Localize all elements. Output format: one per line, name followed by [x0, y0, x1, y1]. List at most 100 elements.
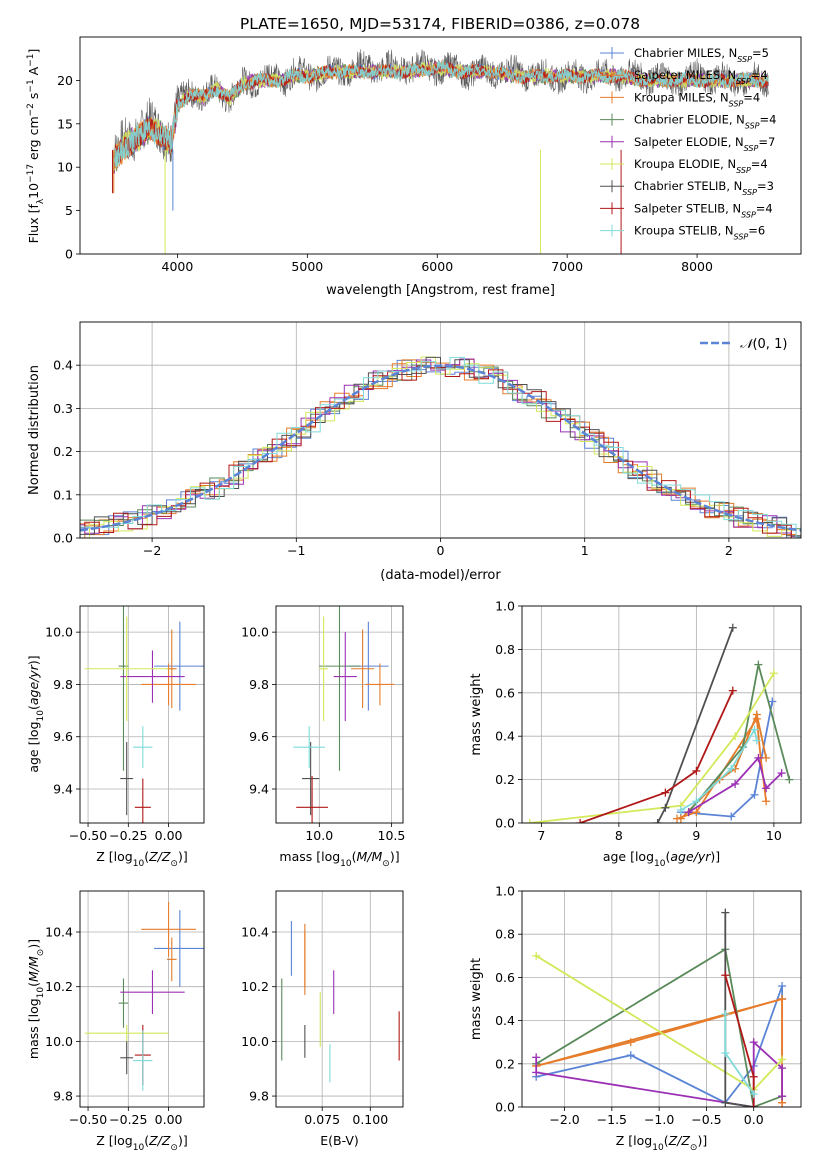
x-axis-label: mass [log10(M/M⊙)]: [279, 849, 399, 869]
y-tick-label: 0.2: [495, 1056, 515, 1071]
plot-area: [111, 49, 769, 254]
y-tick-label: 9.4: [249, 782, 269, 797]
label-part: )]: [178, 849, 188, 864]
weight-marker: [673, 814, 681, 823]
legend-label-part: (0, 1): [752, 337, 787, 352]
legend-item: Kroupa MILES, NSSP=4: [600, 90, 760, 108]
x-tick-label: 1: [581, 543, 589, 558]
label-part: )]: [26, 939, 41, 949]
legend-label: Kroupa ELODIE, NSSP=4: [634, 157, 768, 175]
weight-marker: [532, 1068, 541, 1077]
histogram-series: [80, 365, 801, 538]
mass-vs-ebv-panel: 0.075 0.100 9.8 10.0 10.2 10.4 E(B-V): [241, 890, 404, 1148]
y-tick-label: 10.0: [241, 625, 269, 640]
axes-frame: [79, 36, 802, 255]
label-part: ⊙: [170, 1143, 178, 1153]
y-tick-label: 1.0: [495, 884, 515, 899]
x-axis-label: Z [log10(Z/Z⊙)]: [96, 849, 187, 869]
weight-marker: [749, 1072, 758, 1081]
weight-marker: [778, 1055, 787, 1064]
label-part: 10: [26, 183, 41, 199]
legend-label-main: Chabrier ELODIE, N: [634, 113, 745, 127]
x-tick-label: −2.0: [549, 1112, 579, 1127]
x-tick-label: 10.0: [305, 828, 333, 843]
mass-vs-z-panel: −0.50 −0.25 0.009.810.010.210.4Z [log10(Z/…: [26, 890, 205, 1153]
y-tick-label: 9.6: [249, 729, 269, 744]
errorbar-point: [120, 650, 185, 703]
histogram-series: [80, 356, 801, 538]
age-vs-z-panel: −0.50 −0.25 0.009.49.69.810.0Z [log10(Z/Z⊙…: [26, 605, 205, 869]
errorbar-point: [120, 1041, 134, 1075]
y-tick-label: 0.6: [495, 970, 515, 985]
label-part: age [log: [603, 849, 654, 864]
x-tick-label: 0.075: [304, 1112, 340, 1127]
y-tick-label: 0.0: [53, 531, 73, 546]
label-part: )]: [178, 1133, 188, 1148]
x-tick-label: −1: [287, 543, 305, 558]
weight-marker: [778, 1064, 787, 1073]
x-tick-label: 6000: [421, 259, 453, 274]
plot-area: [525, 623, 794, 823]
errorbar-point: [296, 775, 328, 823]
legend-label-sub: SSP: [744, 143, 759, 152]
legend-label-main: Salpeter STELIB, N: [634, 201, 741, 215]
legend-item: Chabrier MILES, NSSP=5: [600, 46, 769, 64]
legend-label-tail: =5: [752, 46, 769, 60]
legend-item: Kroupa ELODIE, NSSP=4: [600, 157, 768, 175]
legend-item: Chabrier STELIB, NSSP=3: [600, 179, 774, 197]
x-axis-label: Z [log10(Z/Z⊙)]: [96, 1133, 187, 1153]
weight-marker: [661, 803, 670, 812]
weight-marker: [762, 784, 771, 793]
legend-label: Kroupa MILES, NSSP=4: [634, 90, 760, 108]
label-part: 10: [340, 859, 352, 869]
y-tick-label: 9.8: [53, 677, 73, 692]
y-tick-label: 5: [65, 203, 73, 218]
errorbar-point: [133, 1030, 153, 1091]
legend-label-sub: SSP: [745, 121, 760, 130]
weight-marker: [768, 697, 777, 706]
weight-marker: [576, 819, 585, 823]
age-vs-mass-panel: 10.0 10.5 9.4 9.6 9.8 10.0 mass [log10(M/M⊙)]: [241, 605, 405, 869]
label-part: 10: [652, 1143, 664, 1153]
weight-marker: [731, 779, 740, 788]
errorbar-point: [133, 726, 153, 769]
axes-frame: [521, 890, 802, 1108]
label-part: ]: [26, 49, 41, 54]
x-axis-label: age [log10(age/yr)]: [603, 849, 720, 869]
axes-frame: [275, 605, 404, 824]
legend-label-main: Kroupa MILES, N: [634, 90, 729, 104]
legend: 𝒩(0, 1): [700, 337, 787, 352]
weight-series-line: [656, 627, 734, 823]
weight-marker: [525, 819, 534, 823]
x-tick-label: −0.25: [109, 1112, 147, 1127]
legend-label: 𝒩(0, 1): [740, 337, 787, 352]
label-part: M/M: [357, 849, 383, 864]
x-tick-label: 0: [437, 543, 445, 558]
label-part: 10: [133, 859, 145, 869]
legend-label: Chabrier MILES, NSSP=5: [634, 46, 769, 64]
x-axis-label: Z [log10(Z/Z⊙)]: [616, 1133, 707, 1153]
weight-marker: [752, 736, 761, 745]
weight-marker: [731, 732, 740, 741]
axes-frame: [79, 321, 802, 539]
errorbar-point: [120, 970, 185, 1015]
y-axis-label: mass weight: [469, 958, 484, 1040]
legend-label: Salpeter STELIB, NSSP=4: [634, 201, 773, 219]
label-part: −1: [26, 54, 36, 67]
weight-marker: [785, 775, 794, 784]
y-axis-label: age [log10(age/yr)]: [26, 655, 46, 772]
label-part: 10: [36, 710, 46, 722]
weight-marker: [749, 1038, 758, 1047]
label-part: (: [144, 1133, 149, 1148]
legend-label-tail: =7: [758, 135, 775, 149]
legend-label: Chabrier STELIB, NSSP=3: [634, 179, 774, 197]
x-tick-label: −0.50: [69, 1112, 107, 1127]
legend-label-tail: =4: [760, 113, 777, 127]
legend-label-sub: SSP: [729, 99, 744, 108]
x-tick-label: 4000: [162, 259, 194, 274]
y-tick-label: 0.8: [495, 642, 515, 657]
weight-marker: [532, 951, 541, 960]
label-part: −17: [26, 164, 36, 183]
weight-marker: [684, 808, 693, 817]
